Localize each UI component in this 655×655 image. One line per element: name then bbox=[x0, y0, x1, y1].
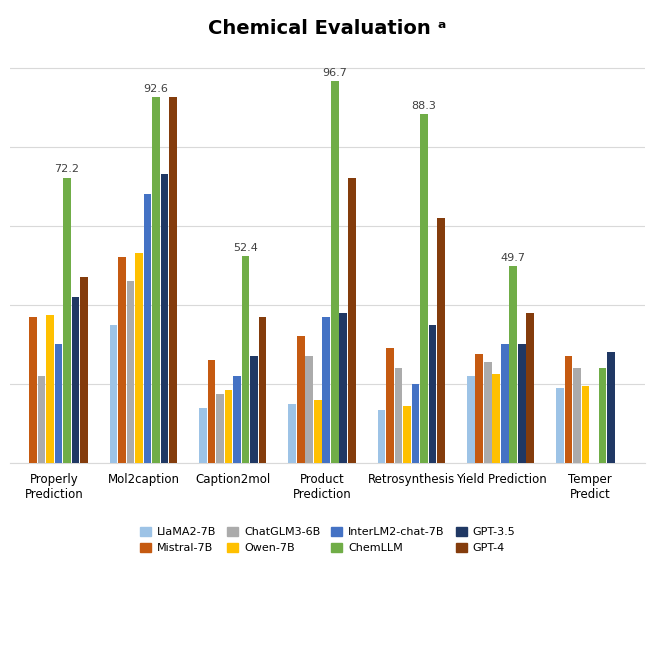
Bar bbox=[339, 312, 347, 463]
Bar bbox=[484, 362, 492, 463]
Bar bbox=[428, 325, 436, 463]
Bar bbox=[403, 405, 411, 463]
Bar bbox=[493, 374, 500, 463]
Bar bbox=[208, 360, 215, 463]
Bar bbox=[54, 345, 62, 463]
Bar bbox=[119, 257, 126, 463]
Text: 72.2: 72.2 bbox=[54, 164, 79, 174]
Bar bbox=[395, 368, 402, 463]
Bar bbox=[297, 337, 305, 463]
Bar bbox=[136, 253, 143, 463]
Bar bbox=[46, 314, 54, 463]
Bar bbox=[233, 376, 241, 463]
Bar bbox=[110, 325, 117, 463]
Bar bbox=[467, 376, 475, 463]
Text: 49.7: 49.7 bbox=[501, 253, 526, 263]
Bar bbox=[420, 114, 428, 463]
Bar bbox=[582, 386, 590, 463]
Bar bbox=[348, 178, 356, 463]
Bar bbox=[386, 348, 394, 463]
Title: Chemical Evaluation ᵃ: Chemical Evaluation ᵃ bbox=[208, 19, 447, 38]
Bar bbox=[527, 312, 534, 463]
Bar bbox=[501, 345, 509, 463]
Bar bbox=[250, 356, 258, 463]
Bar bbox=[127, 281, 134, 463]
Bar bbox=[573, 368, 581, 463]
Bar bbox=[216, 394, 224, 463]
Bar bbox=[314, 400, 322, 463]
Bar bbox=[71, 297, 79, 463]
Bar bbox=[225, 390, 233, 463]
Bar bbox=[437, 218, 445, 463]
Bar bbox=[37, 376, 45, 463]
Bar bbox=[556, 388, 564, 463]
Bar bbox=[63, 178, 71, 463]
Bar bbox=[565, 356, 572, 463]
Text: 92.6: 92.6 bbox=[143, 84, 168, 94]
Bar bbox=[331, 81, 339, 463]
Text: 96.7: 96.7 bbox=[322, 67, 347, 77]
Bar bbox=[510, 267, 517, 463]
Bar bbox=[242, 256, 250, 463]
Bar bbox=[288, 403, 296, 463]
Text: 52.4: 52.4 bbox=[233, 242, 258, 253]
Bar bbox=[259, 316, 267, 463]
Bar bbox=[607, 352, 615, 463]
Bar bbox=[599, 368, 607, 463]
Bar bbox=[322, 316, 330, 463]
Bar bbox=[161, 174, 168, 463]
Bar bbox=[80, 277, 88, 463]
Bar bbox=[412, 384, 419, 463]
Bar bbox=[153, 97, 160, 463]
Text: 88.3: 88.3 bbox=[411, 101, 436, 111]
Bar bbox=[144, 194, 151, 463]
Legend: LlaMA2-7B, Mistral-7B, ChatGLM3-6B, Owen-7B, InterLM2-chat-7B, ChemLLM, GPT-3.5,: LlaMA2-7B, Mistral-7B, ChatGLM3-6B, Owen… bbox=[136, 523, 519, 558]
Bar bbox=[305, 356, 313, 463]
Bar bbox=[378, 409, 385, 463]
Bar bbox=[518, 345, 525, 463]
Bar bbox=[170, 97, 177, 463]
Bar bbox=[476, 354, 483, 463]
Bar bbox=[199, 407, 207, 463]
Bar bbox=[29, 316, 37, 463]
